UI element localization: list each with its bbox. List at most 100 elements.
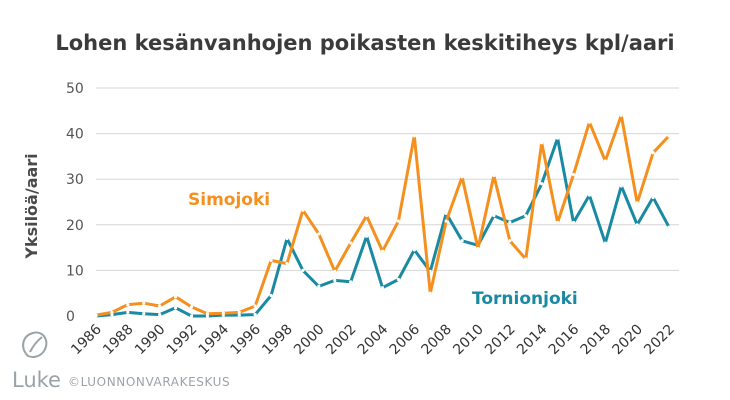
data-point-tornionjoki <box>412 248 416 252</box>
data-point-tornionjoki <box>635 223 639 227</box>
data-point-tornionjoki <box>142 312 146 316</box>
data-point-simojoki <box>173 295 178 299</box>
data-point-simojoki <box>492 173 496 178</box>
x-tick-label: 1996 <box>227 321 264 358</box>
y-tick-label: 0 <box>66 309 75 325</box>
data-point-simojoki <box>333 269 337 273</box>
data-point-tornionjoki <box>555 136 560 140</box>
y-tick-label: 20 <box>66 218 84 234</box>
data-point-simojoki <box>603 159 607 163</box>
data-point-tornionjoki <box>349 280 353 284</box>
data-point-simojoki <box>412 134 416 138</box>
x-tick-label: 1988 <box>100 322 137 359</box>
gridlines <box>96 87 679 271</box>
copyright-text: ©LUONNONVARAKESKUS <box>68 375 230 389</box>
data-point-simojoki <box>158 304 162 308</box>
y-axis-label: Yksilöä/aari <box>22 153 41 259</box>
x-tick-labels: 1986198819901992199419961998200020022004… <box>68 321 678 358</box>
x-tick-label: 2012 <box>482 322 519 359</box>
data-point-simojoki <box>285 261 289 266</box>
data-point-tornionjoki <box>285 236 289 241</box>
data-point-tornionjoki <box>460 239 464 243</box>
logo-text: Luke <box>12 368 61 392</box>
data-point-simojoki <box>364 214 369 218</box>
data-point-tornionjoki <box>380 286 385 290</box>
data-point-simojoki <box>221 311 225 315</box>
y-tick-label: 10 <box>66 263 84 279</box>
data-point-simojoki <box>253 304 257 308</box>
data-point-tornionjoki <box>126 310 130 314</box>
data-point-simojoki <box>205 312 210 316</box>
data-point-simojoki <box>460 175 464 179</box>
data-point-simojoki <box>508 239 512 243</box>
data-point-simojoki <box>619 113 623 117</box>
data-point-tornionjoki <box>317 284 321 288</box>
data-point-simojoki <box>444 219 448 223</box>
x-tick-label: 2016 <box>546 321 583 358</box>
data-point-tornionjoki <box>444 211 448 215</box>
data-point-tornionjoki <box>269 293 273 298</box>
x-tick-label: 2008 <box>418 322 455 359</box>
data-point-tornionjoki <box>667 225 671 229</box>
data-point-tornionjoki <box>587 193 592 197</box>
data-point-tornionjoki <box>173 306 178 310</box>
x-tick-label: 2006 <box>387 321 424 358</box>
data-point-simojoki <box>540 141 544 145</box>
data-point-simojoki <box>555 220 560 225</box>
data-point-simojoki <box>126 303 130 307</box>
x-tick-label: 1998 <box>259 322 296 359</box>
y-tick-labels: 0 10 20 30 40 50 <box>66 81 84 325</box>
data-point-tornionjoki <box>524 214 528 218</box>
data-point-simojoki <box>237 310 241 314</box>
data-point-tornionjoki <box>619 184 623 188</box>
x-tick-label: 1986 <box>68 321 105 358</box>
data-point-simojoki <box>635 201 639 205</box>
data-point-tornionjoki <box>508 220 512 225</box>
data-point-tornionjoki <box>540 182 544 186</box>
data-point-simojoki <box>587 120 592 124</box>
x-tick-label: 2000 <box>291 322 328 359</box>
series-lines <box>94 113 671 318</box>
data-point-simojoki <box>269 258 273 262</box>
data-point-tornionjoki <box>301 268 305 272</box>
data-point-tornionjoki <box>237 313 241 317</box>
y-tick-label: 50 <box>66 81 84 97</box>
data-point-simojoki <box>317 232 321 236</box>
series-line-tornionjoki <box>94 136 671 318</box>
x-tick-label: 2018 <box>578 322 615 359</box>
x-tick-label: 1990 <box>132 322 169 359</box>
series-label-simojoki: Simojoki <box>188 190 270 210</box>
data-point-simojoki <box>476 246 480 251</box>
data-point-tornionjoki <box>158 313 162 317</box>
data-point-tornionjoki <box>651 195 655 200</box>
data-point-simojoki <box>428 291 432 295</box>
data-point-simojoki <box>142 301 146 305</box>
data-point-tornionjoki <box>571 220 576 225</box>
x-tick-label: 2022 <box>641 322 678 359</box>
data-point-tornionjoki <box>253 313 257 317</box>
data-point-simojoki <box>189 305 194 309</box>
data-point-tornionjoki <box>189 314 194 318</box>
leaf-icon <box>22 331 48 358</box>
data-point-tornionjoki <box>205 314 210 318</box>
x-tick-label: 2010 <box>450 322 487 359</box>
data-point-tornionjoki <box>603 241 607 245</box>
data-point-simojoki <box>94 313 98 317</box>
x-tick-label: 2002 <box>323 322 360 359</box>
data-point-simojoki <box>667 134 671 138</box>
data-point-tornionjoki <box>396 277 401 282</box>
series-label-tornionjoki: Tornionjoki <box>472 289 578 309</box>
x-tick-label: 1994 <box>196 321 233 358</box>
data-point-simojoki <box>651 151 655 155</box>
data-point-simojoki <box>349 241 353 245</box>
y-tick-label: 40 <box>66 127 84 143</box>
data-point-simojoki <box>110 310 114 314</box>
data-point-simojoki <box>380 249 385 253</box>
x-tick-label: 1992 <box>164 322 201 359</box>
data-point-tornionjoki <box>364 234 369 238</box>
chart-title: Lohen kesänvanhojen poikasten keskitihey… <box>55 31 674 55</box>
data-point-tornionjoki <box>333 278 337 283</box>
y-tick-label: 30 <box>66 172 84 188</box>
x-tick-label: 2020 <box>609 322 646 359</box>
